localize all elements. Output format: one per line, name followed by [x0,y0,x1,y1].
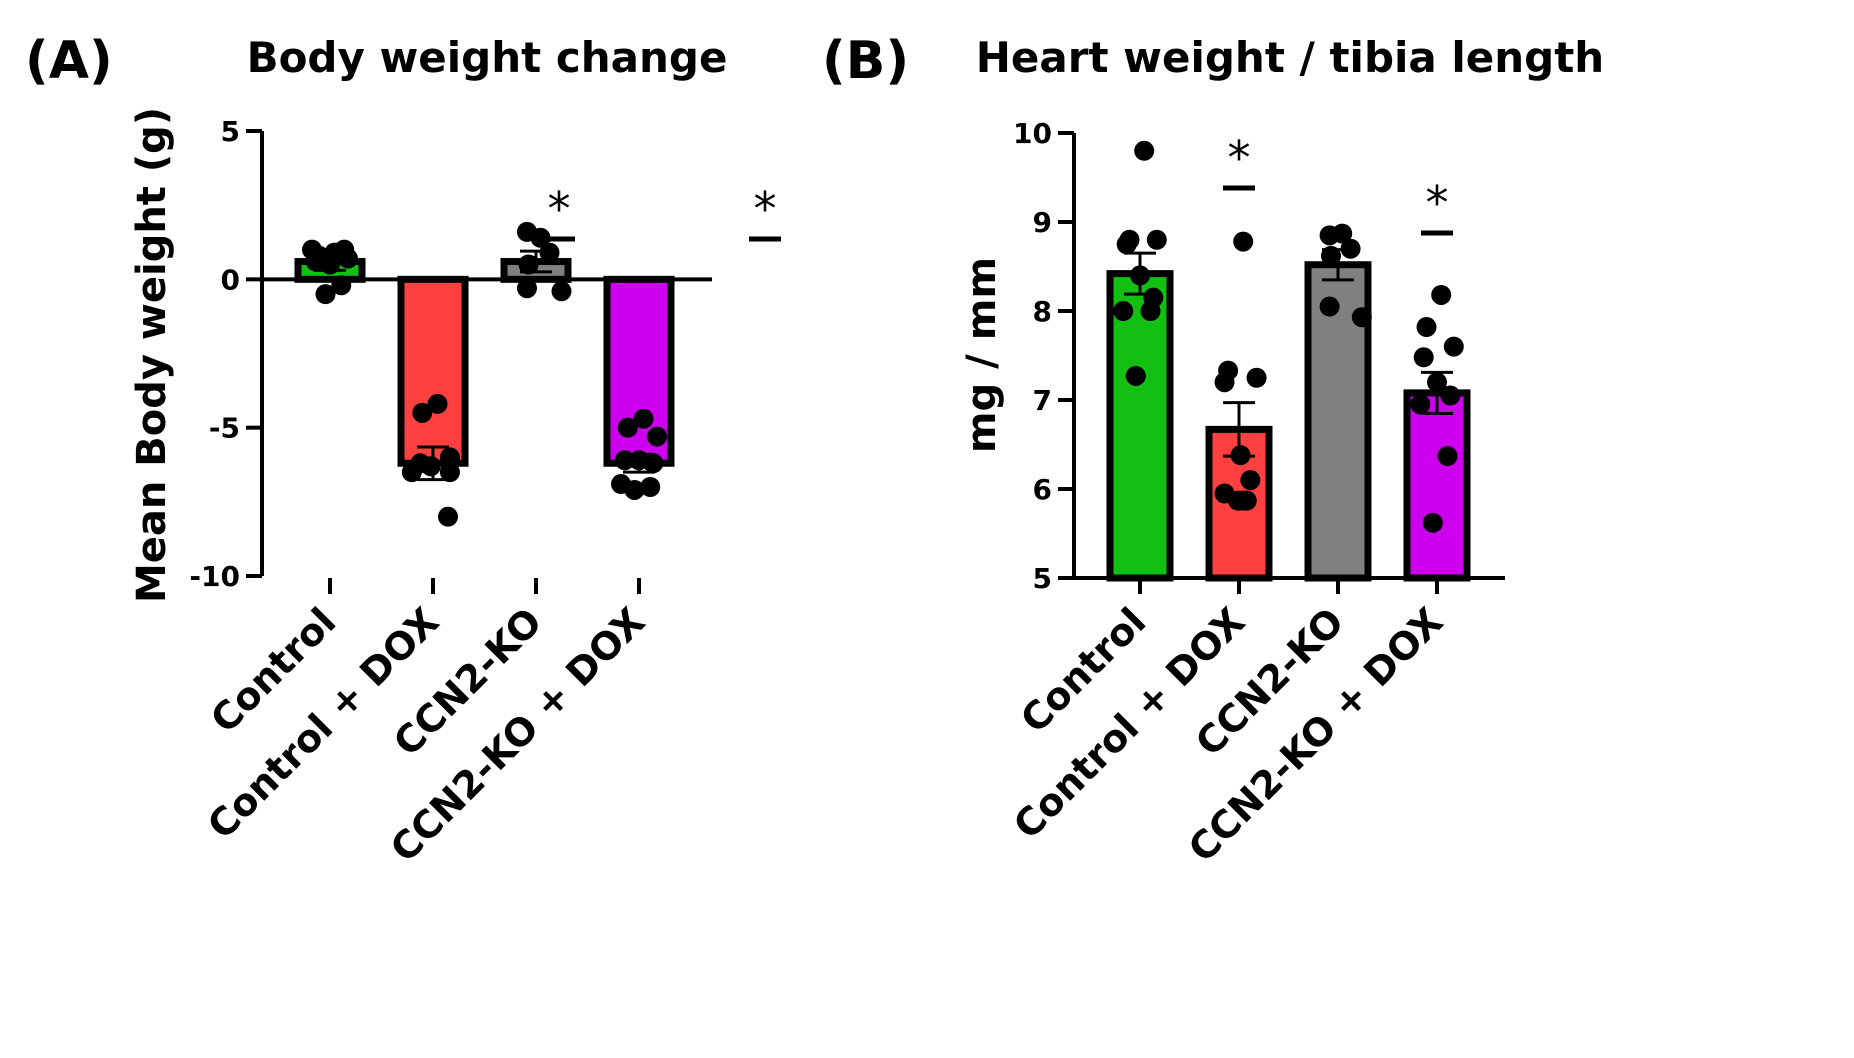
chart-a-data-point [633,408,654,429]
chart-b-data-point [1233,231,1254,252]
chart-b-y-tick-label: 10 [1013,117,1052,150]
panel-b-y-axis-label: mg / mm [959,257,1005,453]
chart-b-y-tick-label: 8 [1033,295,1052,328]
chart-b-data-point [1427,372,1447,393]
chart-b-data-point [1214,372,1235,393]
chart-b-data-point [1230,445,1251,466]
chart-a-data-point [315,284,336,305]
chart-b-data-point [1422,512,1443,533]
chart-a-data-point [439,447,460,468]
chart-a-significance-marker: * [754,182,777,236]
chart-b-data-point [1443,336,1464,357]
chart-a-data-point [551,281,572,302]
chart-b-data-point [1431,284,1452,305]
chart-a-data-point [614,450,635,471]
chart-a-data-point [334,239,355,260]
chart-a-data-point [427,393,448,414]
chart-b-data-point [1130,265,1150,286]
chart-a-data-point [643,453,664,474]
chart-a-data-point [320,254,340,275]
chart-b-data-point [1233,490,1254,511]
chart-b-data-point [1340,238,1361,259]
chart-b-data-point [1437,446,1458,467]
chart-a-data-point [302,239,322,260]
chart-a-data-point [640,477,661,497]
panel-a-title: Body weight change [247,33,728,82]
chart-a-data-point [647,426,667,447]
chart-a-data-point [412,402,433,423]
chart-b-data-point [1440,385,1461,406]
chart-a-data-point [539,242,560,263]
chart-b-data-point [1134,140,1155,161]
chart-b-data-point [1146,229,1167,250]
chart-b-y-tick-label: 5 [1033,562,1052,595]
chart-b-data-point [1116,234,1137,255]
chart-a-data-point [517,221,537,242]
chart-b-bar-4 [1403,389,1471,582]
chart-b-significance-marker: * [1228,131,1251,185]
chart-a-data-point [518,254,539,275]
chart-a-bar-2 [397,275,469,467]
chart-b-data-point [1246,367,1267,388]
chart-b-significance-marker: * [1426,176,1449,230]
chart-b-data-point [1319,296,1340,317]
chart-a-data-point [438,506,458,527]
panel-b-letter: (B) [822,31,909,91]
chart-a-data-point [439,462,460,483]
chart-a-data-point [401,462,422,483]
chart-b-y-tick-label: 9 [1033,206,1052,239]
chart-b-data-point [1416,317,1437,338]
panel-b-title: Heart weight / tibia length [976,33,1604,82]
chart-b-data-point [1125,365,1146,386]
chart-a-y-tick-label: -5 [209,412,240,445]
chart-a-y-tick-label: 0 [221,263,240,296]
chart-b-data-point [1240,470,1261,491]
chart-b-data-point [1140,301,1161,321]
chart-a-data-point [624,479,645,500]
chart-b-data-point [1319,225,1340,246]
chart-b-data-point [1351,307,1372,328]
chart-a-data-point [420,456,441,477]
chart-a-significance-marker: * [548,182,571,236]
chart-a-data-point [617,417,638,438]
chart-a-data-point [331,275,352,296]
chart-a-y-tick-label: 5 [221,115,240,148]
chart-a-data-point [517,278,537,299]
panel-a-y-axis-label: Mean Body weight (g) [129,107,175,603]
chart-b-data-point [1321,245,1341,266]
panel-a-letter: (A) [25,31,113,91]
chart-b-y-tick-label: 6 [1033,473,1052,506]
chart-b-data-point [1113,301,1134,321]
chart-a-y-tick-label: -10 [189,560,240,593]
chart-b-data-point [1413,347,1434,368]
chart-b-data-point [1410,394,1431,415]
chart-b-y-tick-label: 7 [1033,384,1052,417]
